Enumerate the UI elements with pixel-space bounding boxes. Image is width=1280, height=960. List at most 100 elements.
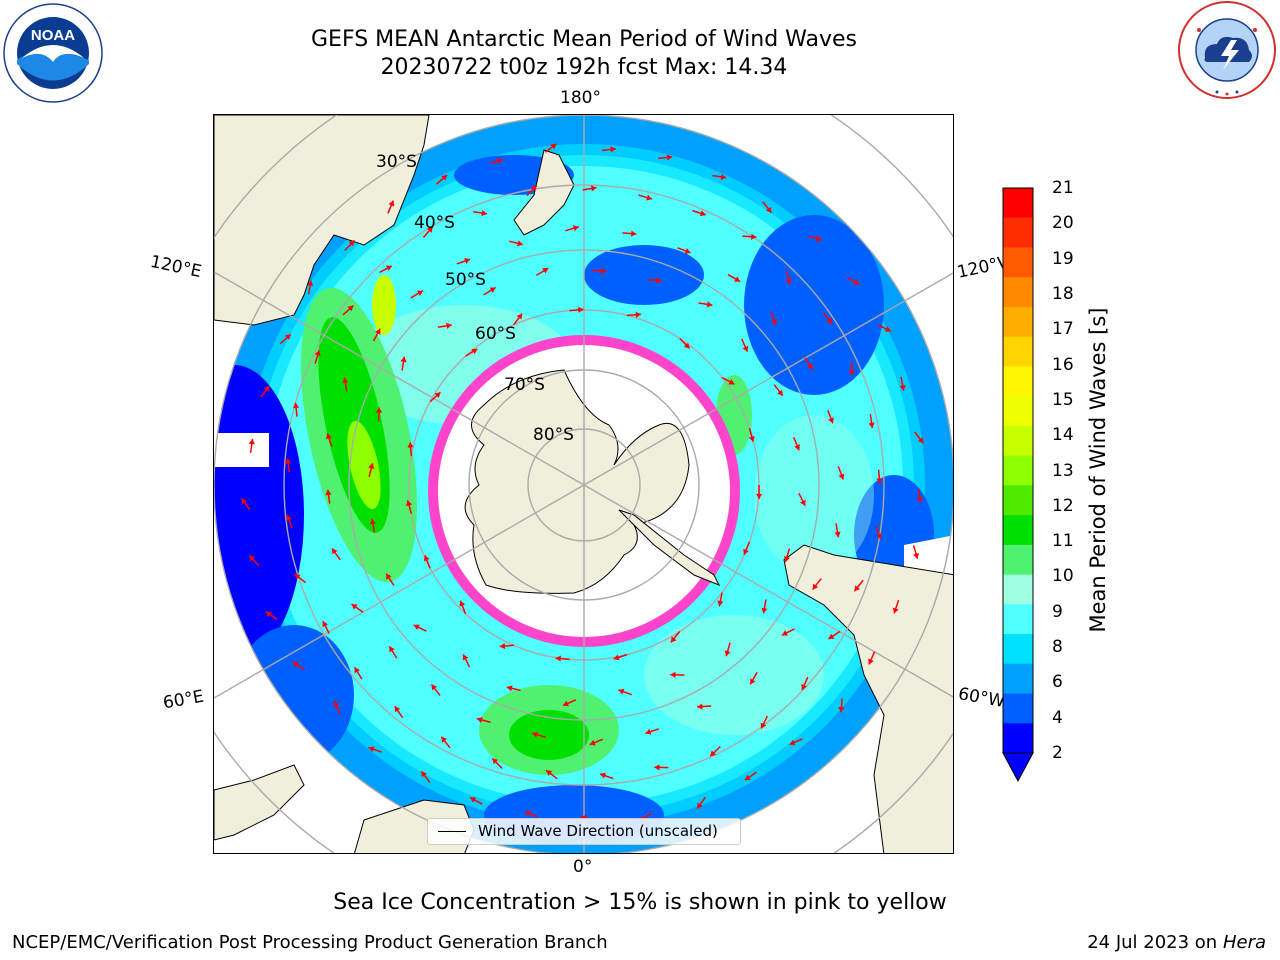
lat-label-50s: 50°S [445, 270, 486, 290]
colorbar-tick-label: 14 [1052, 425, 1074, 446]
wind-wave-arrowhead [407, 442, 414, 448]
chart-subtitle: 20230722 t00z 192h fcst Max: 14.34 [380, 55, 788, 80]
colorbar-band [1003, 366, 1033, 397]
wind-wave-arrowhead [807, 363, 813, 370]
legend-label: Wind Wave Direction (unscaled) [478, 822, 718, 840]
wind-wave-arrowhead [555, 655, 562, 662]
wind-wave-arrowhead [868, 422, 875, 429]
noaa-logo-text: NOAA [31, 27, 75, 44]
wind-wave-arrowhead [284, 334, 291, 341]
wind-wave-arrowhead [838, 706, 845, 713]
wind-wave-arrowhead [292, 402, 300, 409]
wind-wave-arrowhead [734, 276, 741, 282]
wind-wave-arrowhead [892, 607, 899, 614]
wind-wave-arrowhead [506, 685, 513, 692]
wind-wave-arrowhead [618, 688, 625, 695]
wind-wave-arrowhead [771, 319, 778, 326]
wind-wave-arrowhead [331, 548, 338, 555]
lon-label-180: 180° [560, 88, 601, 108]
wind-wave-arrowhead [285, 458, 292, 464]
wind-wave-arrowhead [386, 573, 392, 580]
colorbar-tick-label: 17 [1052, 319, 1074, 340]
africa-land [214, 764, 305, 841]
wind-wave-arrowhead [333, 700, 340, 707]
wind-wave-arrowhead [916, 497, 923, 503]
wind-wave-arrowhead [294, 574, 301, 580]
polar-map [214, 115, 953, 853]
wind-wave-arrowhead [470, 797, 477, 803]
wind-wave-arrowhead [348, 240, 355, 247]
wind-wave-arrowhead [562, 700, 569, 707]
wind-wave-arrowhead [530, 185, 537, 192]
wind-wave-arrowhead [646, 194, 652, 201]
wind-wave-arrowhead [697, 703, 703, 710]
chart-title: GEFS MEAN Antarctic Mean Period of Wind … [311, 27, 857, 52]
colorbar-band [1003, 663, 1033, 695]
wind-wave-arrowhead [899, 385, 906, 391]
wind-wave-arrowhead [248, 438, 255, 445]
wind-wave-arrowhead [760, 722, 767, 729]
lon-label-60e: 60°E [161, 686, 206, 714]
wind-wave-arrowhead [459, 600, 466, 607]
colorbar-band [1003, 515, 1033, 546]
credit-machine: Hera [1222, 932, 1266, 953]
wind-wave-arrowhead [828, 633, 835, 640]
wind-wave-arrowhead [812, 583, 819, 590]
wind-wave-arrowhead [499, 642, 506, 650]
wind-wave-arrowhead [464, 258, 471, 264]
wind-wave-arrowhead [720, 173, 727, 180]
wind-wave-arrowhead [631, 230, 637, 237]
wind-wave-arrowhead [517, 240, 523, 247]
wind-wave-arrowhead [589, 739, 596, 746]
wind-wave-arrowhead [354, 667, 360, 674]
wind-wave-arrowhead [666, 154, 673, 161]
wind-wave-arrowhead [292, 661, 299, 668]
wind-wave-arrowhead [801, 683, 807, 690]
colorbar-tick-label: 21 [1052, 178, 1074, 198]
wind-wave-arrowhead [828, 417, 834, 424]
wind-wave-arrowhead [375, 328, 381, 335]
wind-wave-arrowhead [717, 600, 724, 607]
colorbar-tick-label: 12 [1052, 495, 1074, 516]
wind-wave-arrowhead [777, 389, 783, 396]
wind-wave-arrowhead [476, 716, 483, 723]
legend-line-icon [438, 831, 466, 832]
colorbar-tick-label: 20 [1052, 213, 1074, 234]
wind-wave-arrowhead [497, 158, 503, 164]
wind-wave-arrowhead [750, 678, 756, 685]
colorbar-band [1003, 693, 1033, 724]
wind-wave-arrowhead [710, 750, 717, 757]
wind-wave-arrowhead [572, 225, 579, 232]
wind-wave-arrowhead [471, 348, 478, 355]
lon-label-0: 0° [573, 857, 593, 877]
south-america-land [783, 544, 953, 853]
wind-wave-arrowhead [286, 515, 292, 522]
wind-wave-arrowhead [434, 392, 441, 399]
wind-wave-arrowhead [351, 604, 358, 610]
colorbar-tick-label: 10 [1052, 566, 1074, 587]
wind-wave-arrowhead [751, 233, 757, 240]
wind-wave-arrowhead [550, 143, 557, 150]
wind-wave-arrowhead [761, 607, 768, 614]
colorbar-tick-label: 8 [1052, 637, 1063, 658]
wind-wave-arrowhead [613, 654, 620, 661]
wind-wave-arrowhead [610, 146, 616, 153]
wind-wave-arrowhead [265, 611, 272, 618]
wind-wave-arrowhead [385, 265, 392, 272]
wind-wave-arrowhead [307, 280, 314, 287]
wind-wave-arrowhead [670, 671, 676, 678]
wind-wave-arrowhead [489, 287, 496, 293]
wind-wave-arrowhead [481, 209, 487, 217]
wind-wave-arrowhead [744, 774, 751, 781]
colorbar-band [1003, 544, 1033, 576]
colorbar-band [1003, 485, 1033, 516]
lat-label-40s: 40°S [414, 213, 455, 233]
wind-wave-arrowhead [524, 810, 531, 817]
wind-wave-arrowhead [853, 279, 860, 285]
wind-wave-arrowhead [426, 226, 433, 233]
wind-wave-arrowhead [884, 326, 891, 332]
wind-wave-arrowhead [394, 706, 401, 713]
wind-wave-arrowhead [263, 385, 270, 392]
lat-label-60s: 60°S [475, 324, 516, 344]
wind-wave-arrowhead [684, 248, 691, 254]
